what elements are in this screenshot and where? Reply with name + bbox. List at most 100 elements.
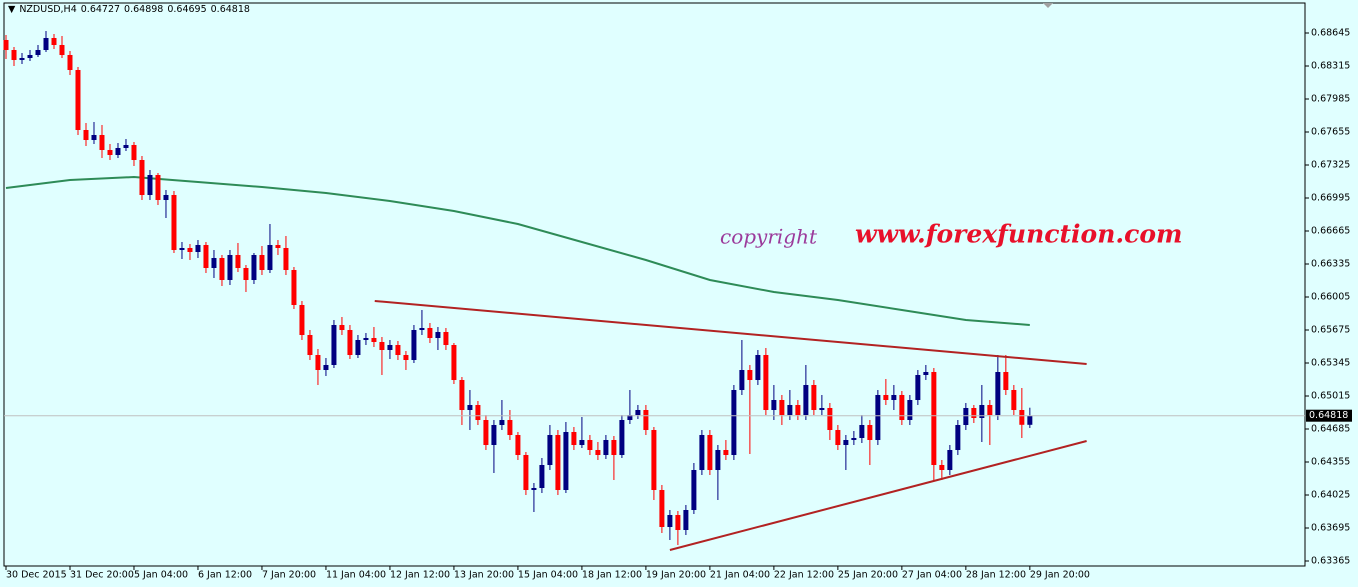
- candle-body: [627, 415, 633, 420]
- x-tick-label: 30 Dec 2015: [6, 570, 67, 581]
- candle-body: [291, 270, 297, 305]
- candle-body: [515, 435, 521, 455]
- candle-body: [979, 405, 985, 418]
- x-tick-label: 27 Jan 04:00: [902, 570, 962, 581]
- candle-body: [147, 175, 153, 195]
- candle-body: [787, 405, 793, 415]
- copyright-url: www.forexfunction.com: [855, 220, 1182, 249]
- candle-body: [707, 435, 713, 470]
- candle-body: [387, 345, 393, 350]
- candle-body: [907, 400, 913, 420]
- candle-body: [99, 135, 105, 150]
- candle-body: [987, 405, 993, 415]
- candle-body: [179, 248, 185, 250]
- y-tick-label: 0.66665: [1311, 226, 1350, 237]
- candle-body: [267, 245, 273, 270]
- candle-body: [851, 438, 857, 440]
- candle-body: [451, 345, 457, 380]
- candle-body: [731, 390, 737, 455]
- candle-body: [699, 435, 705, 470]
- candle-body: [995, 372, 1001, 415]
- candle-body: [195, 245, 201, 252]
- y-tick-label: 0.67325: [1311, 160, 1350, 171]
- x-tick-label: 19 Jan 20:00: [646, 570, 706, 581]
- candle-body: [419, 328, 425, 330]
- candle-body: [27, 55, 33, 58]
- candle-body: [219, 258, 225, 280]
- candle-body: [1003, 372, 1009, 390]
- candle-body: [235, 255, 241, 268]
- candle-body: [323, 365, 329, 370]
- close-price: 0.64818: [210, 4, 250, 15]
- candle-body: [307, 335, 313, 355]
- candle-body: [475, 405, 481, 420]
- x-tick-label: 29 Jan 20:00: [1030, 570, 1090, 581]
- candle-body: [131, 145, 137, 160]
- candle-body: [827, 408, 833, 430]
- x-tick-label: 7 Jan 20:00: [262, 570, 316, 581]
- candle-body: [659, 490, 665, 527]
- candle-body: [739, 370, 745, 390]
- candle-body: [643, 410, 649, 430]
- candle-body: [171, 195, 177, 250]
- candle-body: [11, 50, 17, 60]
- candle-body: [115, 148, 121, 155]
- candle-body: [875, 395, 881, 440]
- candle-body: [755, 355, 761, 380]
- candle-body: [355, 340, 361, 355]
- candle-body: [747, 370, 753, 380]
- candle-body: [435, 332, 441, 338]
- candle-body: [203, 245, 209, 268]
- candle-body: [867, 425, 873, 440]
- candle-body: [539, 465, 545, 488]
- candle-body: [595, 450, 601, 455]
- y-tick-label: 0.64355: [1311, 457, 1350, 468]
- candle-body: [899, 395, 905, 420]
- candle-body: [763, 355, 769, 410]
- candle-body: [347, 330, 353, 355]
- candle-body: [163, 195, 169, 200]
- y-tick-label: 0.68315: [1311, 61, 1350, 72]
- y-tick-label: 0.67655: [1311, 127, 1350, 138]
- candle-body: [779, 400, 785, 415]
- candle-body: [483, 420, 489, 445]
- candle-body: [123, 145, 129, 148]
- shift-marker: [1043, 3, 1053, 8]
- candle-body: [939, 465, 945, 470]
- candle-body: [563, 432, 569, 490]
- candle-body: [963, 408, 969, 425]
- candle-body: [187, 248, 193, 252]
- candle-body: [603, 440, 609, 455]
- y-tick-label: 0.66005: [1311, 292, 1350, 303]
- candle-body: [835, 430, 841, 445]
- x-tick-label: 12 Jan 12:00: [390, 570, 450, 581]
- y-tick-label: 0.65015: [1311, 391, 1350, 402]
- y-tick-label: 0.66995: [1311, 193, 1350, 204]
- candle-body: [507, 420, 513, 435]
- candle-body: [811, 385, 817, 410]
- price-label: 0.64818: [1309, 410, 1348, 421]
- y-tick-label: 0.64685: [1311, 424, 1350, 435]
- candle-body: [667, 515, 673, 527]
- candle-body: [1011, 390, 1017, 410]
- candle-body: [275, 245, 281, 248]
- candle-body: [51, 38, 57, 45]
- candle-body: [531, 488, 537, 490]
- candle-body: [1019, 410, 1025, 425]
- candle-body: [955, 425, 961, 450]
- x-tick-label: 22 Jan 12:00: [774, 570, 834, 581]
- candle-body: [75, 70, 81, 130]
- candle-body: [19, 58, 25, 60]
- x-tick-label: 28 Jan 12:00: [966, 570, 1026, 581]
- candle-body: [315, 355, 321, 370]
- candle-body: [467, 405, 473, 410]
- x-tick-label: 6 Jan 12:00: [198, 570, 252, 581]
- x-tick-label: 15 Jan 04:00: [518, 570, 578, 581]
- candle-body: [523, 455, 529, 490]
- y-tick-label: 0.68645: [1311, 28, 1350, 39]
- candle-body: [803, 385, 809, 415]
- candle-body: [155, 175, 161, 200]
- dropdown-arrow[interactable]: ▼: [8, 4, 16, 15]
- candle-body: [371, 338, 377, 342]
- candle-body: [43, 38, 49, 50]
